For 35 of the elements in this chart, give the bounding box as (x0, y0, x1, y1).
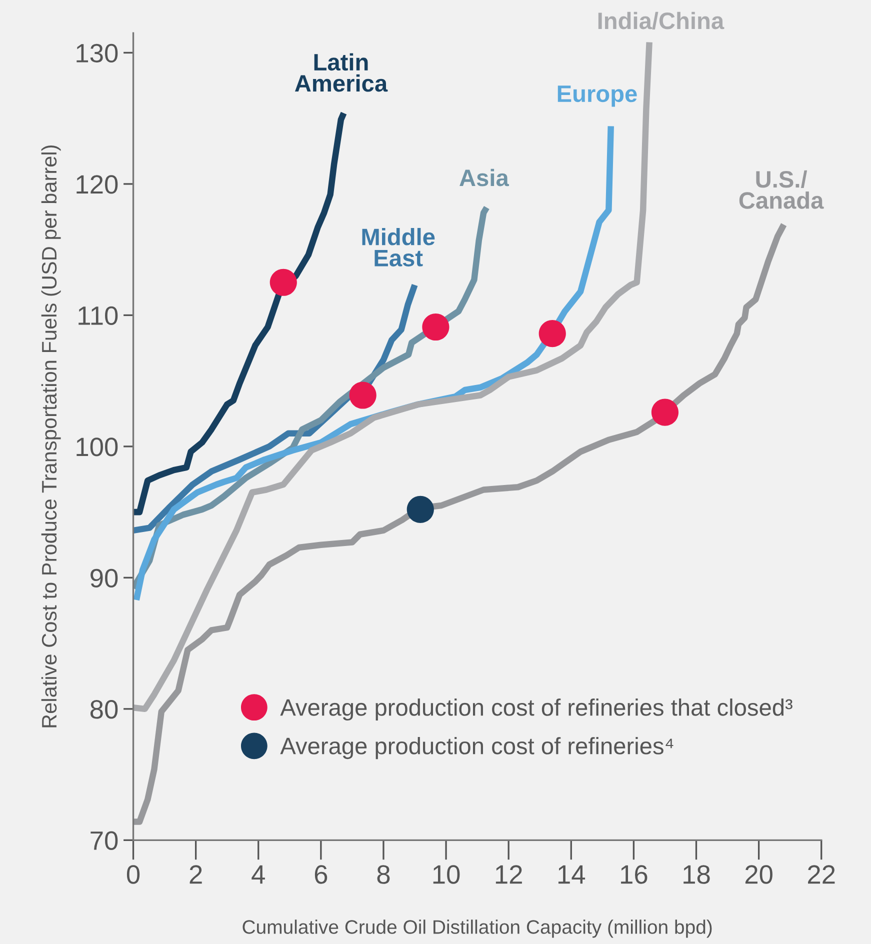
x-tick-label: 10 (433, 865, 460, 884)
legend-label: Average production cost of refineries⁴ (280, 737, 674, 760)
point (422, 313, 450, 341)
x-tick-label: 8 (377, 865, 390, 884)
x-tick-label: 6 (314, 865, 328, 884)
x-axis-title: Cumulative Crude Oil Distillation Capacity (million bpd) (242, 920, 712, 938)
series-label: Europe (558, 86, 637, 107)
x-tick-label: 20 (745, 865, 772, 884)
x-tick-label: 0 (126, 865, 140, 884)
x-tick-label: 18 (684, 865, 710, 884)
series-label: Latin America (294, 53, 388, 92)
y-tick-label: 90 (90, 568, 118, 588)
x-tick-label: 14 (558, 865, 586, 884)
y-tick-label: 80 (90, 700, 118, 719)
y-tick-label: 130 (76, 44, 118, 63)
y-tick-label: 70 (90, 831, 118, 850)
series-label: Middle East (362, 228, 435, 266)
legend-label: Average production cost of refineries that closed³ (280, 698, 792, 721)
point (651, 398, 679, 426)
x-tick-label: 12 (496, 865, 522, 884)
point (270, 268, 297, 296)
point (349, 382, 376, 409)
x-tick-label: 22 (808, 865, 835, 884)
series-label: U.S./ Canada (739, 170, 824, 209)
y-axis-title: Relative Cost to Produce Transportation Fuels (USD per barrel) (41, 146, 61, 728)
y-tick-label: 100 (76, 438, 118, 456)
series-label: Asia (460, 168, 509, 186)
point (406, 496, 434, 523)
x-tick-label: 4 (252, 865, 265, 884)
x-tick-label: 16 (621, 865, 648, 884)
y-tick-label: 110 (78, 306, 118, 326)
point (538, 320, 566, 348)
y-tick-label: 120 (76, 175, 118, 194)
x-tick-label: 2 (190, 865, 202, 884)
series-label: India/China (598, 12, 724, 30)
